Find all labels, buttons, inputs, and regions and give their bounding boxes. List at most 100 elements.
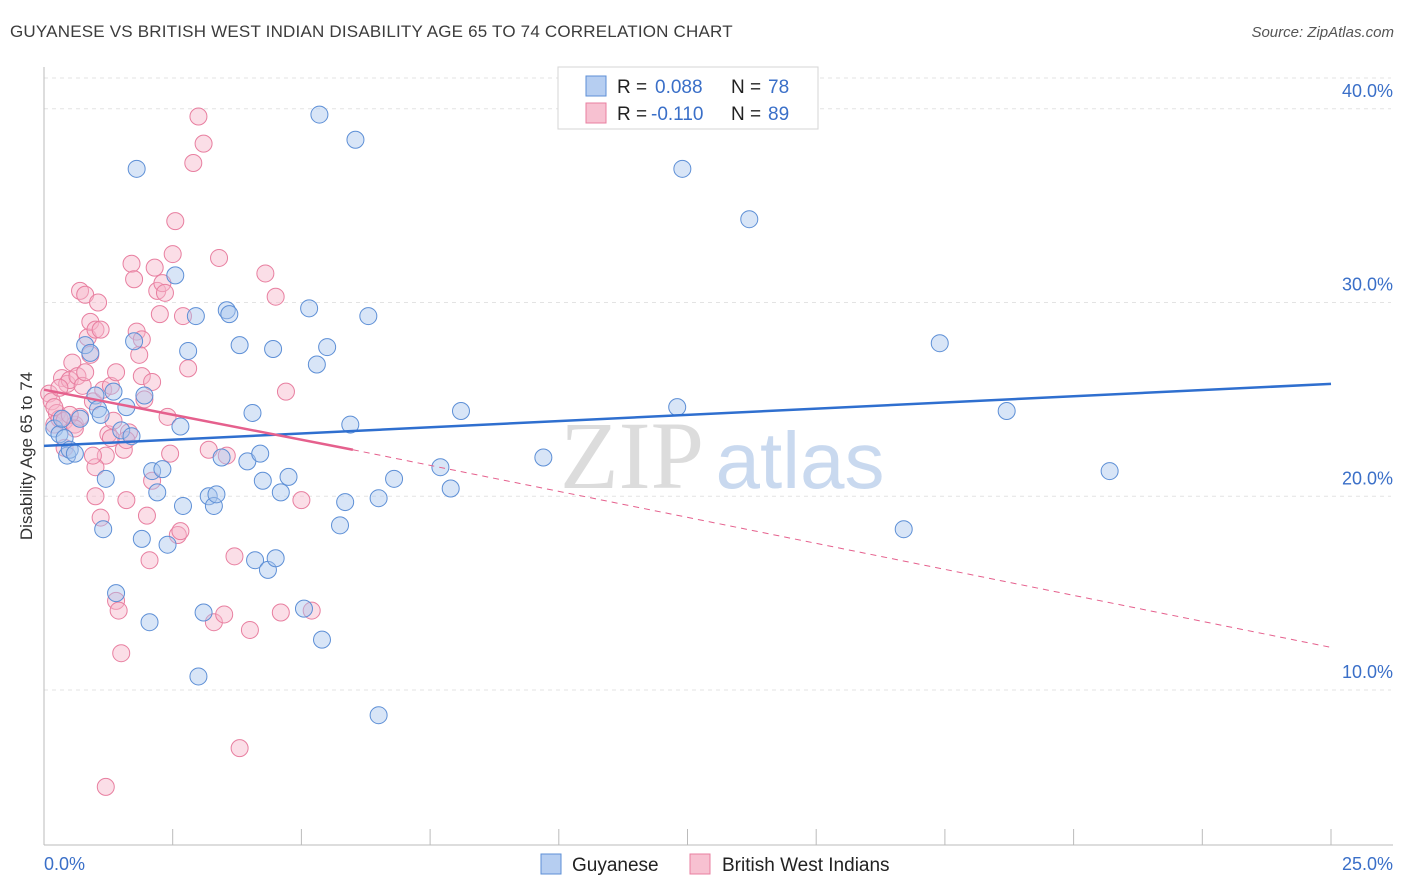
point-british-west-indians — [86, 487, 105, 506]
point-guyanese — [740, 210, 759, 229]
point-guyanese — [158, 535, 177, 554]
point-guyanese — [1100, 462, 1119, 481]
point-british-west-indians — [161, 444, 180, 463]
point-guyanese — [294, 599, 313, 618]
point-guyanese — [253, 471, 272, 490]
bottom-legend-swatch-guyanese — [540, 853, 562, 875]
point-british-west-indians — [117, 491, 136, 510]
point-guyanese — [300, 299, 319, 318]
point-guyanese — [173, 496, 192, 515]
point-guyanese — [112, 421, 131, 440]
y-tick-label: 10.0% — [1342, 662, 1393, 682]
trend-line-guyanese — [43, 382, 1332, 448]
legend-r-value-2: -0.110 — [651, 104, 703, 125]
x-tick-max: 25.0% — [1342, 854, 1393, 874]
watermark-atlas: atlas — [716, 416, 885, 505]
point-guyanese — [359, 307, 378, 326]
point-guyanese — [94, 520, 113, 539]
axes-layer — [43, 67, 1393, 846]
point-british-west-indians — [112, 644, 131, 663]
point-guyanese — [451, 402, 470, 420]
point-british-west-indians — [140, 551, 159, 570]
point-british-west-indians — [184, 154, 203, 172]
point-guyanese — [310, 105, 329, 124]
point-guyanese — [668, 398, 687, 417]
point-guyanese — [441, 479, 460, 498]
y-tick-label: 30.0% — [1342, 275, 1393, 295]
point-guyanese — [104, 382, 123, 401]
point-british-west-indians — [122, 254, 141, 273]
trend-lines — [43, 382, 1332, 648]
point-guyanese — [279, 467, 298, 486]
point-british-west-indians — [63, 353, 82, 372]
point-guyanese — [189, 667, 208, 686]
point-guyanese — [369, 706, 388, 725]
point-guyanese — [997, 402, 1016, 420]
point-british-west-indians — [143, 471, 162, 490]
point-british-west-indians — [96, 446, 115, 465]
legend-n-label-2: N = — [731, 104, 761, 125]
point-british-west-indians — [266, 287, 285, 306]
point-guyanese — [212, 448, 231, 467]
series-legend: Guyanese British West Indians — [540, 853, 890, 876]
legend-n-value-2: 89 — [768, 104, 789, 125]
legend-n-label-1: N = — [731, 77, 761, 98]
point-guyanese — [246, 551, 265, 570]
point-british-west-indians — [143, 372, 162, 391]
point-guyanese — [331, 516, 350, 535]
point-guyanese — [307, 355, 326, 374]
point-guyanese — [153, 460, 172, 479]
source-credit: Source: ZipAtlas.com — [1251, 24, 1394, 41]
point-british-west-indians — [137, 506, 156, 525]
point-british-west-indians — [179, 359, 198, 378]
point-british-west-indians — [83, 446, 102, 465]
point-guyanese — [318, 338, 337, 357]
bottom-legend-guyanese: Guyanese — [572, 855, 659, 876]
point-british-west-indians — [240, 620, 259, 639]
point-guyanese — [230, 336, 249, 355]
point-guyanese — [534, 448, 553, 467]
point-guyanese — [194, 603, 213, 622]
point-guyanese — [81, 343, 100, 362]
point-guyanese — [55, 429, 74, 448]
point-guyanese — [186, 307, 205, 326]
point-guyanese — [199, 487, 218, 506]
point-guyanese — [204, 496, 223, 515]
point-guyanese — [894, 520, 913, 539]
point-guyanese — [251, 444, 270, 463]
point-british-west-indians — [132, 367, 151, 386]
point-guyanese — [91, 405, 110, 424]
point-guyanese — [135, 386, 154, 405]
point-british-west-indians — [256, 264, 275, 283]
point-guyanese — [673, 159, 692, 178]
point-british-west-indians — [302, 601, 321, 620]
point-british-west-indians — [166, 212, 185, 231]
y-tick-label: 40.0% — [1342, 81, 1393, 101]
x-tick-min: 0.0% — [44, 854, 85, 874]
y-tick-label: 20.0% — [1342, 468, 1393, 488]
point-guyanese — [264, 340, 283, 358]
point-british-west-indians — [73, 376, 92, 395]
point-british-west-indians — [155, 283, 174, 302]
point-british-west-indians — [230, 739, 249, 758]
point-british-west-indians — [225, 547, 244, 566]
point-british-west-indians — [91, 320, 110, 339]
point-british-west-indians — [189, 107, 208, 126]
point-guyanese — [125, 332, 144, 351]
point-guyanese — [266, 549, 285, 568]
point-british-west-indians — [89, 293, 108, 312]
point-british-west-indians — [109, 601, 128, 620]
legend-swatch-bwi — [585, 102, 607, 124]
point-british-west-indians — [215, 605, 234, 624]
point-guyanese — [312, 630, 331, 649]
point-guyanese — [53, 409, 72, 428]
point-british-west-indians — [91, 508, 110, 527]
point-guyanese — [207, 485, 226, 504]
point-guyanese — [346, 130, 365, 149]
point-guyanese — [166, 266, 185, 285]
point-british-west-indians — [130, 345, 149, 364]
y-axis-label: Disability Age 65 to 74 — [17, 372, 36, 540]
point-guyanese — [179, 341, 198, 360]
point-guyanese — [127, 159, 146, 178]
